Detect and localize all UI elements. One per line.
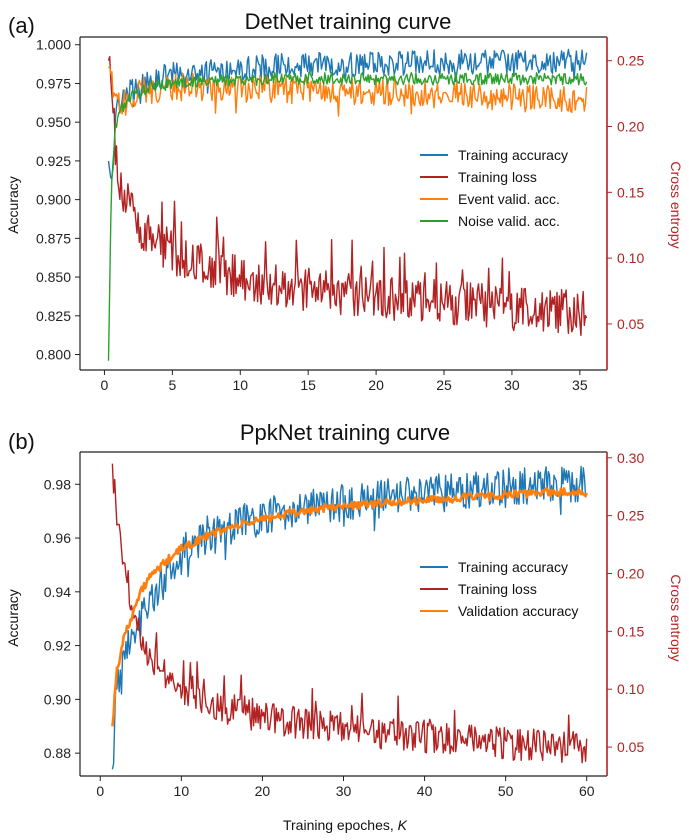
- panel-b-title: PpkNet training curve: [240, 420, 450, 445]
- y-tick-label: 0.925: [36, 153, 71, 169]
- series-line-noise-valid-acc: [107, 71, 588, 361]
- legend: Training accuracy Training loss Validation…: [420, 559, 578, 619]
- y-tick-label: 0.900: [36, 192, 71, 208]
- series-line-validation-accuracy: [111, 487, 588, 727]
- x-tick-label: 10: [174, 783, 190, 799]
- panel-a-label: (a): [8, 13, 35, 38]
- y-tick-label: 0.825: [36, 308, 71, 324]
- y-tick-label: 0.875: [36, 230, 71, 246]
- y-tick-label: 0.96: [44, 530, 71, 546]
- legend-entry: Training loss: [458, 169, 537, 185]
- legend-entry: Training accuracy: [458, 147, 568, 163]
- y-tick-label: 0.88: [44, 745, 71, 761]
- y-right-tick-label: 0.25: [617, 508, 644, 524]
- series-line-event-valid-acc: [107, 65, 588, 117]
- legend-entry: Noise valid. acc.: [458, 213, 560, 229]
- legend: Training accuracy Training loss Event vali…: [420, 147, 568, 229]
- y-right-tick-label: 0.15: [617, 623, 644, 639]
- x-tick-label: 0: [101, 377, 109, 393]
- x-tick-label: 5: [168, 377, 176, 393]
- legend-entry: Training loss: [458, 581, 537, 597]
- y-right-tick-label: 0.15: [617, 184, 644, 200]
- y-tick-label: 0.950: [36, 114, 71, 130]
- y-right-tick-label: 0.10: [617, 681, 644, 697]
- panel-a-ylabel-right: Cross entropy: [668, 161, 684, 248]
- panel-b-label: (b): [8, 429, 35, 454]
- y-tick-label: 0.94: [44, 584, 71, 600]
- x-tick-label: 25: [436, 377, 452, 393]
- y-tick-label: 0.975: [36, 75, 71, 91]
- x-tick-label: 50: [498, 783, 514, 799]
- y-right-tick-label: 0.20: [617, 566, 644, 582]
- y-right-tick-label: 0.25: [617, 53, 644, 69]
- legend-entry: Training accuracy: [458, 559, 568, 575]
- x-tick-label: 0: [96, 783, 104, 799]
- x-tick-label: 35: [572, 377, 588, 393]
- y-tick-label: 0.90: [44, 691, 71, 707]
- y-right-tick-label: 0.05: [617, 316, 644, 332]
- y-right-tick-label: 0.30: [617, 450, 644, 466]
- y-tick-label: 1.000: [36, 37, 71, 53]
- y-tick-label: 0.800: [36, 347, 71, 363]
- series-line-training-loss: [107, 55, 588, 336]
- legend-entry: Validation accuracy: [458, 603, 578, 619]
- x-tick-label: 30: [504, 377, 520, 393]
- y-right-tick-label: 0.20: [617, 119, 644, 135]
- panel-b-xlabel-symbol: K: [398, 817, 408, 833]
- x-tick-label: 20: [255, 783, 271, 799]
- y-tick-label: 0.92: [44, 638, 71, 654]
- panel-b-xlabel-text: Training epoches,: [283, 817, 398, 833]
- panel-a-title: DetNet training curve: [245, 9, 452, 34]
- legend-entry: Event valid. acc.: [458, 191, 560, 207]
- x-tick-label: 30: [336, 783, 352, 799]
- y-tick-label: 0.850: [36, 269, 71, 285]
- x-tick-label: 15: [300, 377, 316, 393]
- y-tick-label: 0.98: [44, 476, 71, 492]
- panel-b-xlabel: Training epoches, K: [283, 817, 408, 833]
- series-line-training-loss: [111, 463, 588, 764]
- plot-layer: 0 5 10 15 20 25 30 350.8000.8250.8500.8750.9000…: [36, 36, 644, 799]
- y-right-tick-label: 0.10: [617, 250, 644, 266]
- panel-b-ylabel-right: Cross entropy: [668, 574, 684, 661]
- y-right-tick-label: 0.05: [617, 739, 644, 755]
- x-tick-label: 20: [368, 377, 384, 393]
- x-tick-label: 10: [232, 377, 248, 393]
- x-tick-label: 40: [417, 783, 433, 799]
- x-tick-label: 60: [579, 783, 595, 799]
- panel-b-ylabel: Accuracy: [5, 589, 21, 647]
- panel-a-ylabel: Accuracy: [5, 176, 21, 234]
